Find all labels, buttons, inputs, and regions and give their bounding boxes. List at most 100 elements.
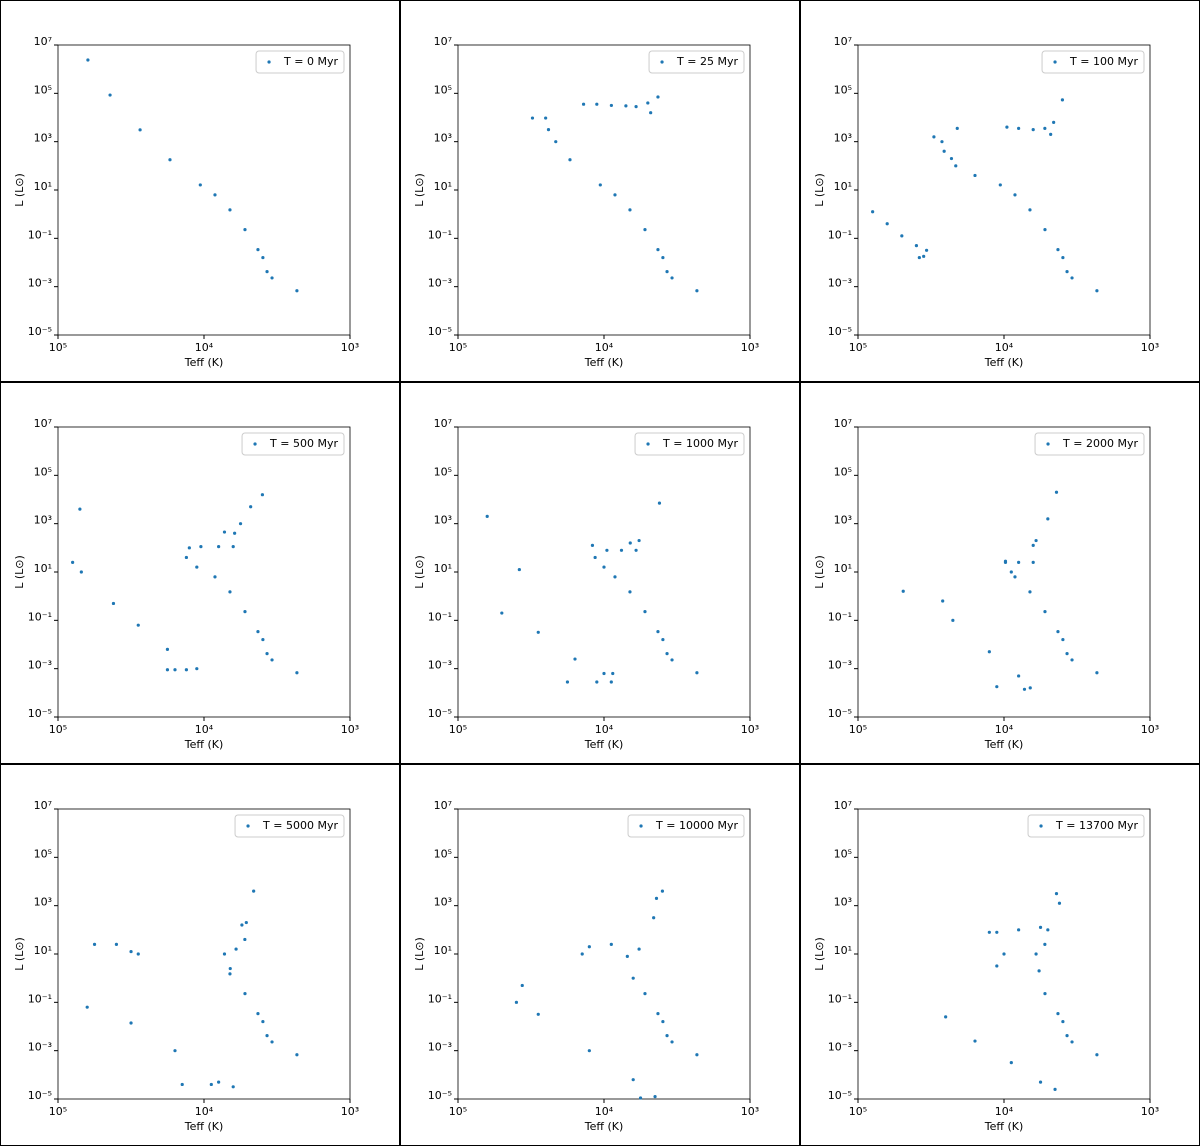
data-point xyxy=(536,630,540,634)
y-axis-label: L (L⊙) xyxy=(413,173,426,207)
data-point xyxy=(1043,126,1047,130)
y-tick-label: 10³ xyxy=(434,896,452,909)
data-point xyxy=(1046,928,1050,932)
data-point xyxy=(213,575,217,579)
data-point xyxy=(86,58,90,62)
data-point xyxy=(587,1049,591,1053)
legend-label: T = 10000 Myr xyxy=(655,819,738,832)
data-point xyxy=(261,637,265,642)
data-point xyxy=(914,244,919,248)
data-point xyxy=(661,1019,665,1024)
data-point xyxy=(900,234,904,238)
y-tick-label: 10⁻⁵ xyxy=(28,707,52,720)
data-point xyxy=(656,1012,660,1016)
data-point xyxy=(973,173,977,178)
x-tick-label: 10³ xyxy=(341,723,359,736)
data-point xyxy=(1028,686,1032,690)
legend: T = 10000 Myr xyxy=(627,814,745,838)
data-point xyxy=(695,671,699,675)
data-point xyxy=(998,183,1002,187)
data-point xyxy=(1095,1053,1099,1057)
data-point xyxy=(514,1000,519,1004)
data-point xyxy=(987,930,991,934)
y-tick-label: 10⁻⁵ xyxy=(28,1089,52,1102)
data-point xyxy=(951,618,955,622)
x-tick-label: 10⁵ xyxy=(849,723,867,736)
data-point xyxy=(165,647,170,651)
data-point xyxy=(195,565,199,569)
data-point xyxy=(619,548,624,552)
data-point xyxy=(554,140,558,144)
data-point xyxy=(1017,674,1021,678)
data-point xyxy=(1070,658,1074,662)
legend: T = 0 Myr xyxy=(255,50,345,74)
x-axis-label: Teff (K) xyxy=(184,738,224,751)
data-point xyxy=(165,668,170,672)
y-tick-label: 10⁻³ xyxy=(28,1041,52,1054)
y-tick-label: 10⁷ xyxy=(34,35,52,48)
data-point xyxy=(973,1039,977,1043)
data-point xyxy=(1043,609,1047,614)
x-axis-label: Teff (K) xyxy=(984,738,1024,751)
legend-marker xyxy=(639,824,643,828)
data-point xyxy=(261,1019,265,1024)
data-point xyxy=(885,222,889,226)
data-point xyxy=(665,270,669,274)
data-point xyxy=(129,949,133,954)
data-point xyxy=(231,545,235,549)
data-point xyxy=(78,507,82,511)
x-tick-label: 10⁵ xyxy=(449,1105,467,1118)
legend: T = 100 Myr xyxy=(1041,50,1145,74)
data-point xyxy=(1002,952,1006,956)
data-point xyxy=(613,575,617,579)
data-point xyxy=(656,630,660,634)
legend: T = 13700 Myr xyxy=(1027,814,1145,838)
data-point xyxy=(138,128,142,132)
data-point xyxy=(643,227,647,232)
legend-box xyxy=(1041,50,1145,74)
data-point xyxy=(587,945,591,949)
legend-marker xyxy=(253,442,257,446)
data-point xyxy=(1037,969,1041,973)
y-tick-label: 10⁻⁵ xyxy=(428,1089,452,1102)
data-point xyxy=(1065,652,1069,656)
x-tick-label: 10³ xyxy=(341,1105,359,1118)
data-point xyxy=(995,964,999,968)
data-point xyxy=(295,289,299,293)
data-point xyxy=(1043,991,1047,996)
y-tick-label: 10¹ xyxy=(834,944,852,957)
x-tick-label: 10⁴ xyxy=(595,1105,614,1118)
data-point xyxy=(261,255,265,260)
y-tick-label: 10⁻¹ xyxy=(828,228,852,241)
y-tick-label: 10⁵ xyxy=(34,847,52,860)
x-tick-label: 10⁴ xyxy=(995,341,1014,354)
y-tick-label: 10⁻⁵ xyxy=(828,707,852,720)
y-tick-label: 10⁻³ xyxy=(28,277,52,290)
legend-marker xyxy=(267,60,271,64)
data-point xyxy=(1017,560,1021,564)
data-point xyxy=(231,1085,235,1089)
data-point xyxy=(628,541,632,545)
data-point xyxy=(573,657,577,661)
data-point xyxy=(941,599,945,603)
data-point xyxy=(593,555,597,560)
x-tick-label: 10⁵ xyxy=(49,723,67,736)
data-point xyxy=(1017,126,1021,130)
data-point xyxy=(652,916,656,920)
legend: T = 500 Myr xyxy=(241,432,345,456)
data-point xyxy=(670,276,674,280)
data-point xyxy=(129,1021,133,1025)
data-point xyxy=(173,668,177,672)
y-tick-label: 10⁻¹ xyxy=(28,610,52,623)
y-tick-label: 10⁵ xyxy=(834,83,852,96)
data-point xyxy=(654,896,659,900)
x-tick-label: 10³ xyxy=(741,723,759,736)
legend: T = 1000 Myr xyxy=(634,432,745,456)
y-tick-label: 10⁻¹ xyxy=(428,992,452,1005)
data-point xyxy=(917,255,921,260)
data-point xyxy=(1034,538,1038,543)
data-point xyxy=(625,954,629,958)
data-point xyxy=(243,227,247,232)
x-tick-label: 10⁵ xyxy=(49,341,67,354)
data-point xyxy=(485,514,489,518)
